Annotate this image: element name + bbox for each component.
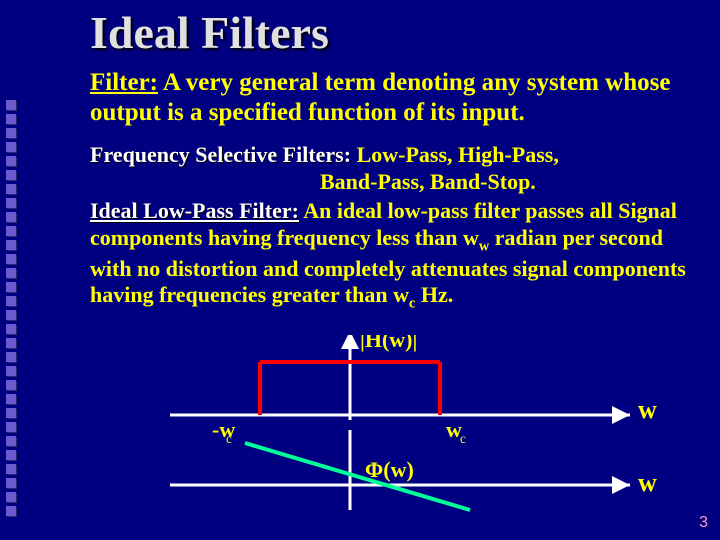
- svg-text:c: c: [226, 431, 232, 446]
- filter-diagram: |H(w)|Φ(w)-wcwcww: [150, 335, 680, 535]
- svg-text:w: w: [638, 468, 657, 497]
- svg-text:w: w: [638, 395, 657, 424]
- fsf-list1: Low-Pass, High-Pass,: [351, 142, 559, 167]
- filter-label: Filter:: [90, 69, 158, 96]
- fsf-list2: Band-Pass, Band-Stop.: [320, 169, 536, 196]
- filter-def-text: A very general term denoting any system …: [90, 69, 670, 126]
- ilpf-sub1: w: [479, 238, 489, 254]
- slide-title: Ideal Filters: [90, 6, 329, 59]
- svg-text:Φ(w): Φ(w): [365, 457, 414, 482]
- ilpf-label: Ideal Low-Pass Filter:: [90, 198, 299, 223]
- fsf-label: Frequency Selective Filters:: [90, 142, 351, 167]
- ideal-lpf-text: Ideal Low-Pass Filter: An ideal low-pass…: [90, 198, 710, 313]
- freq-selective-text: Frequency Selective Filters: Low-Pass, H…: [90, 142, 710, 196]
- page-number: 3: [699, 514, 708, 532]
- svg-text:c: c: [460, 431, 466, 446]
- filter-definition: Filter: A very general term denoting any…: [90, 68, 710, 127]
- svg-text:|H(w)|: |H(w)|: [360, 335, 417, 352]
- ilpf-text3: Hz.: [415, 282, 453, 307]
